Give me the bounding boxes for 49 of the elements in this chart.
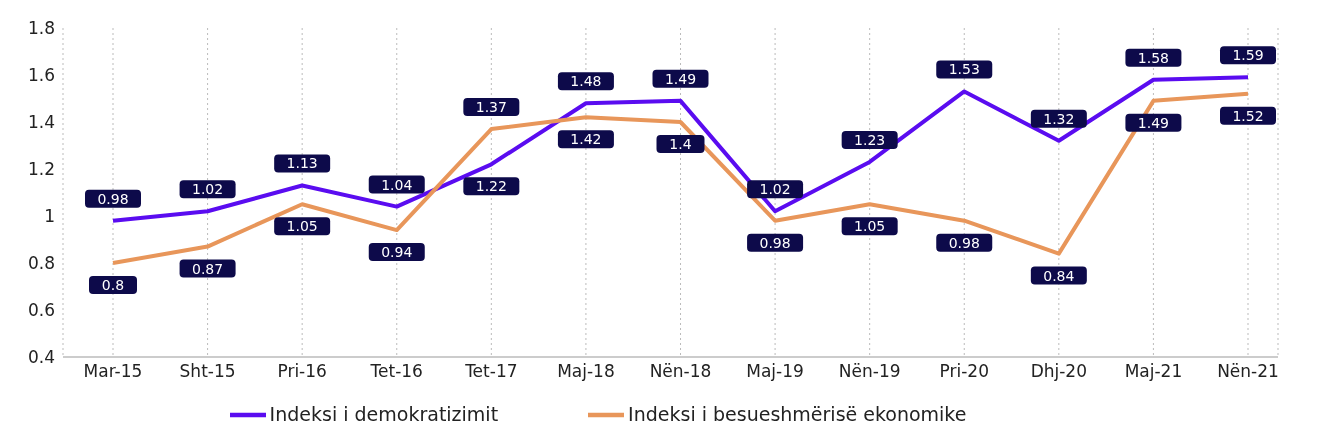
x-tick-label: Pri-16 xyxy=(277,361,327,382)
y-tick-label: 1 xyxy=(44,206,55,227)
data-label: 1.05 xyxy=(286,218,318,235)
legend-label: Indeksi i besueshmërisë ekonomike xyxy=(628,402,967,425)
y-tick-label: 1.6 xyxy=(27,65,55,86)
data-label: 1.37 xyxy=(475,99,507,116)
x-tick-label: Nën-21 xyxy=(1217,361,1279,382)
y-tick-label: 1.2 xyxy=(27,159,55,180)
data-label: 0.87 xyxy=(192,260,224,277)
x-tick-label: Tet-16 xyxy=(369,361,423,382)
data-label: 1.42 xyxy=(570,131,602,148)
x-tick-label: Nën-18 xyxy=(649,361,712,382)
y-tick-label: 1.8 xyxy=(27,18,55,39)
x-tick-label: Nën-19 xyxy=(838,361,901,382)
y-tick-label: 0.6 xyxy=(27,300,55,321)
data-label: 0.98 xyxy=(759,234,791,251)
data-label: 0.94 xyxy=(381,244,413,261)
x-tick-label: Maj-18 xyxy=(557,361,615,382)
y-tick-label: 1.4 xyxy=(27,112,55,133)
x-tick-label: Pri-20 xyxy=(939,361,989,382)
data-label: 1.32 xyxy=(1043,110,1075,127)
data-label: 1.22 xyxy=(475,178,507,195)
data-label: 1.05 xyxy=(854,218,886,235)
data-label: 1.02 xyxy=(759,181,791,198)
y-tick-label: 0.4 xyxy=(27,347,55,368)
x-tick-label: Maj-19 xyxy=(746,361,804,382)
data-label: 1.04 xyxy=(381,176,413,193)
x-tick-label: Dhj-20 xyxy=(1030,361,1088,382)
data-label: 1.13 xyxy=(286,155,318,172)
data-label: 1.59 xyxy=(1232,47,1264,64)
data-label: 1.4 xyxy=(669,136,692,152)
data-label: 1.23 xyxy=(854,131,886,148)
data-label: 0.98 xyxy=(948,234,980,251)
data-label: 0.8 xyxy=(101,277,125,293)
data-label: 1.49 xyxy=(1137,114,1169,131)
data-label: 0.84 xyxy=(1043,267,1075,284)
x-tick-label: Sht-15 xyxy=(179,361,236,382)
data-label: 1.52 xyxy=(1232,107,1264,124)
x-tick-label: Mar-15 xyxy=(83,361,143,382)
x-tick-label: Maj-21 xyxy=(1124,361,1183,382)
data-label: 1.48 xyxy=(570,73,602,90)
x-tick-label: Tet-17 xyxy=(464,361,518,382)
y-tick-label: 0.8 xyxy=(27,253,55,274)
data-label: 1.02 xyxy=(192,181,224,198)
data-label: 1.53 xyxy=(948,61,980,78)
data-label: 1.58 xyxy=(1137,49,1169,66)
legend-label: Indeksi i demokratizimit xyxy=(269,402,499,425)
data-label: 0.98 xyxy=(97,190,129,207)
data-label: 1.49 xyxy=(664,70,697,87)
